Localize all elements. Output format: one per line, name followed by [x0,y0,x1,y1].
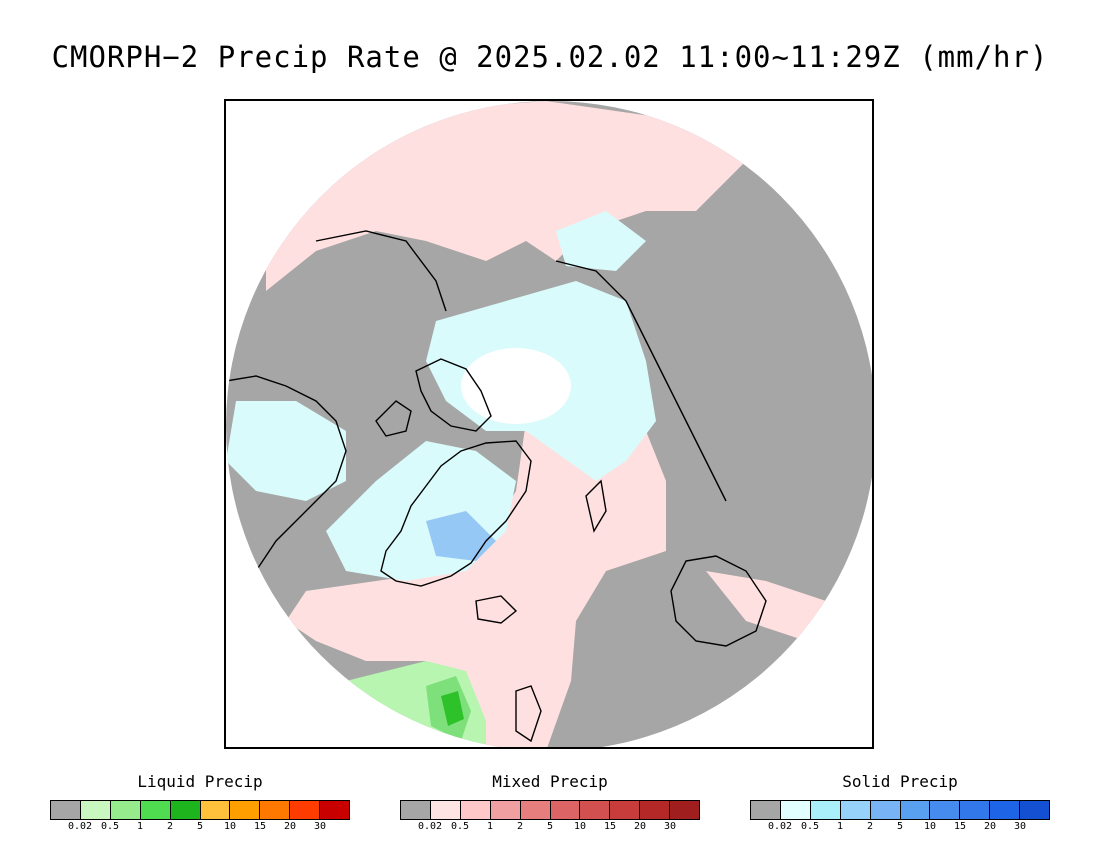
legend-swatch [401,801,431,819]
legend-swatch [810,801,841,819]
legend-swatch [640,801,671,819]
legend-swatch [460,801,491,819]
legend-tick-label: 10 [573,821,587,832]
legend-tick-label: 10 [923,821,937,832]
legend-swatch [200,801,231,819]
polar-map [224,99,874,749]
legend-swatch [990,801,1021,819]
iceland-coastline [475,595,518,624]
legend-tick-label: 20 [633,821,647,832]
legend-tick-label: 1 [836,821,844,832]
legend-tick-label: 2 [166,821,174,832]
legend-swatch [870,801,901,819]
legend-swatch [110,801,141,819]
greenland-coastline [380,440,532,587]
legend-swatch [430,801,461,819]
legend-swatch [780,801,811,819]
legend-title: Mixed Precip [492,772,608,791]
legend-tick-label: 1 [486,821,494,832]
legend-swatch [490,801,521,819]
heavy-rain-region [441,691,464,726]
legend-swatch [930,801,961,819]
legend-swatch [51,801,81,819]
legend-tick-label: 0.5 [450,821,470,832]
legend-tick-label: 0.02 [767,821,793,832]
solid-precip-region-canada [226,401,346,501]
novaya-zemlya-coastline [585,479,607,533]
legend-tick-label: 15 [953,821,967,832]
legend-swatch [1020,801,1050,819]
legend-liquid: Liquid Precip 0.02 0.5 1 2 5 10 15 20 30 [50,772,350,834]
legend-tick-label: 10 [223,821,237,832]
legend-tick-label: 5 [196,821,204,832]
legend-swatch [230,801,261,819]
chart-title: CMORPH−2 Precip Rate @ 2025.02.02 11:00~… [51,40,1049,74]
legend-tick-label: 1 [136,821,144,832]
legend-swatch [840,801,871,819]
legend-tick-label: 30 [313,821,327,832]
legend-swatches [400,800,700,820]
legend-title: Liquid Precip [137,772,263,791]
legend-swatch [580,801,611,819]
map-disc [226,101,872,747]
legend-tick-label: 5 [546,821,554,832]
legend-swatch [320,801,350,819]
mixed-precip-region-atlantic [286,421,666,747]
legend-tick-label: 5 [896,821,904,832]
solid-precip-region-alaska [556,211,646,271]
mixed-precip-region-pacific [266,101,746,291]
legend-swatch [140,801,171,819]
legend-swatch [610,801,641,819]
legend-swatches [750,800,1050,820]
british-isles-coastline [515,685,542,743]
legend-tick-label: 15 [603,821,617,832]
legend-tick-label: 0.5 [800,821,820,832]
siberia-coastline [555,260,727,502]
legend-swatch [260,801,291,819]
pole-data-gap [461,348,571,424]
north-america-coastline [226,375,347,582]
legend-solid: Solid Precip 0.02 0.5 1 2 5 10 15 20 30 [750,772,1050,834]
legend-mixed: Mixed Precip 0.02 0.5 1 2 5 10 15 20 30 [400,772,700,834]
legend-tick-label: 2 [516,821,524,832]
canadian-archipelago-coastline [375,358,492,437]
legend-ticks: 0.02 0.5 1 2 5 10 15 20 30 [400,820,700,834]
legend-swatch [960,801,991,819]
alaska-coastline [315,230,447,312]
legend-swatch [900,801,931,819]
legend-tick-label: 0.5 [100,821,120,832]
legend-ticks: 0.02 0.5 1 2 5 10 15 20 30 [750,820,1050,834]
legend-tick-label: 15 [253,821,267,832]
legend-tick-label: 30 [663,821,677,832]
legend-swatch [290,801,321,819]
legend-tick-label: 20 [983,821,997,832]
legend-tick-label: 2 [866,821,874,832]
scandinavia-coastline [670,555,767,647]
coastlines [226,230,767,743]
legend-tick-label: 0.02 [417,821,443,832]
legend-swatch [520,801,551,819]
legend-swatch [170,801,201,819]
legend-tick-label: 20 [283,821,297,832]
polar-map-canvas [226,101,872,747]
legend-ticks: 0.02 0.5 1 2 5 10 15 20 30 [50,820,350,834]
legend-swatches [50,800,350,820]
legend-tick-label: 0.02 [67,821,93,832]
legend-title: Solid Precip [842,772,958,791]
legend-swatch [670,801,700,819]
legend-swatch [80,801,111,819]
legend-swatch [751,801,781,819]
moderate-snow-region-greenland [426,511,496,561]
legend-tick-label: 30 [1013,821,1027,832]
legend-swatch [550,801,581,819]
